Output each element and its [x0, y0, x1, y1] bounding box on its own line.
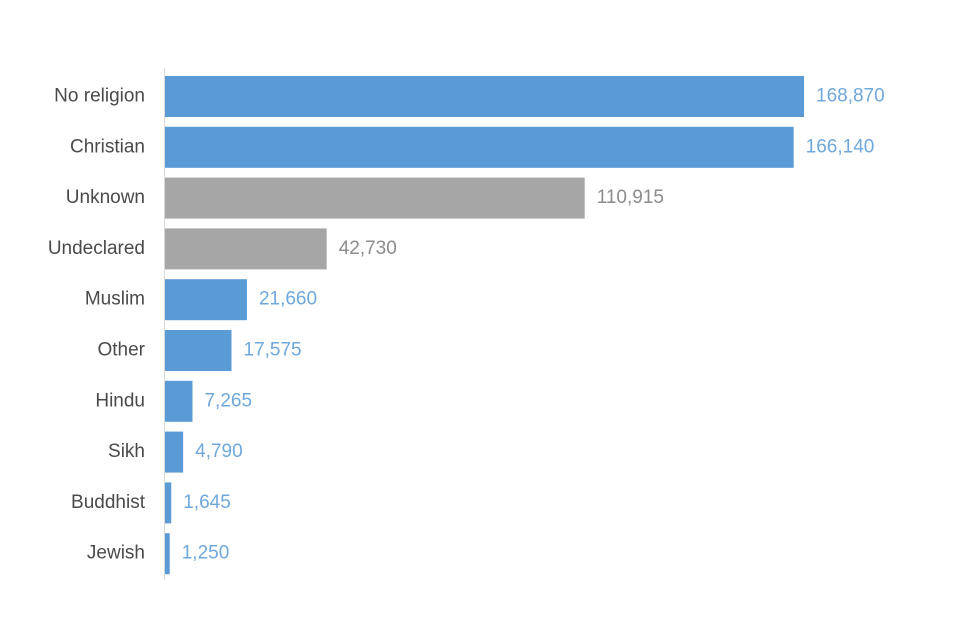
value-labels-group: 168,870 166,140 110,915 42,730 21,660 17,575 7…: [182, 86, 885, 564]
category-label-christian: Christian: [70, 136, 145, 157]
bar-unknown: [165, 177, 585, 219]
category-label-no-religion: No religion: [54, 86, 145, 107]
value-label-jewish: 1,250: [182, 543, 230, 564]
bar-no-religion: [165, 76, 804, 117]
bar-muslim: [165, 279, 247, 321]
category-labels-group: No religion Christian Unknown Undeclared Mus…: [48, 86, 146, 564]
value-label-unknown: 110,915: [597, 187, 664, 208]
bars-group: [165, 76, 804, 575]
bar-sikh: [165, 431, 184, 473]
category-label-sikh: Sikh: [108, 441, 145, 462]
category-label-hindu: Hindu: [95, 390, 145, 411]
category-label-other: Other: [97, 340, 145, 361]
category-label-undeclared: Undeclared: [48, 238, 145, 259]
value-label-no-religion: 168,870: [816, 86, 885, 107]
value-label-buddhist: 1,645: [183, 492, 231, 513]
category-label-unknown: Unknown: [66, 187, 145, 208]
value-label-sikh: 4,790: [195, 441, 243, 462]
bar-hindu: [165, 380, 193, 422]
value-label-muslim: 21,660: [259, 289, 317, 310]
value-label-christian: 166,140: [806, 136, 875, 157]
bar-other: [165, 330, 232, 371]
bar-christian: [165, 126, 794, 168]
bar-buddhist: [165, 482, 172, 524]
value-label-other: 17,575: [244, 340, 302, 361]
category-label-muslim: Muslim: [85, 289, 145, 310]
category-label-buddhist: Buddhist: [71, 492, 146, 513]
bar-undeclared: [165, 228, 327, 270]
bar-jewish: [165, 533, 170, 575]
category-label-jewish: Jewish: [87, 543, 145, 564]
value-label-hindu: 7,265: [204, 390, 252, 411]
value-label-undeclared: 42,730: [339, 238, 397, 259]
